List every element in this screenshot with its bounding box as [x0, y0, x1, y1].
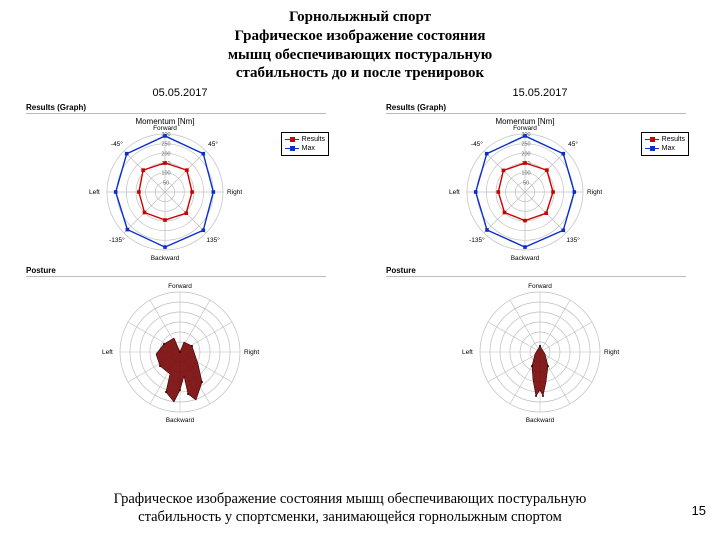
svg-text:Backward: Backward [526, 417, 555, 424]
svg-text:Backward: Backward [511, 255, 540, 262]
title-line-3: мышц обеспечивающих постуральную [0, 46, 720, 65]
svg-text:Forward: Forward [168, 283, 192, 290]
svg-text:Forward: Forward [513, 125, 537, 132]
svg-text:Right: Right [227, 189, 242, 196]
svg-text:45°: 45° [208, 140, 218, 148]
svg-text:45°: 45° [568, 140, 578, 148]
svg-text:Left: Left [89, 189, 100, 196]
svg-text:-135°: -135° [469, 236, 485, 244]
columns: 05.05.2017 Results (Graph) Momentum [Nm]… [0, 87, 720, 427]
svg-text:Left: Left [449, 189, 460, 196]
caption: Графическое изображение состояния мышц о… [40, 490, 660, 526]
svg-text:-45°: -45° [111, 140, 123, 148]
svg-text:Left: Left [102, 349, 113, 356]
results-label-right: Results (Graph) [386, 103, 686, 114]
posture-label-left: Posture [26, 266, 326, 277]
svg-text:250: 250 [161, 142, 170, 148]
col-right: 15.05.2017 Results (Graph) Momentum [Nm]… [370, 87, 710, 427]
legend-left: Results Max [281, 132, 329, 156]
title-line-1: Горнолыжный спорт [0, 8, 720, 27]
svg-text:Forward: Forward [153, 125, 177, 132]
svg-text:100: 100 [521, 171, 530, 177]
results-label-left: Results (Graph) [26, 103, 326, 114]
date-left: 05.05.2017 [152, 87, 207, 99]
radar-left-wrap: Momentum [Nm]50100150200250300ForwardBac… [25, 114, 335, 264]
title-block: Горнолыжный спорт Графическое изображени… [0, 0, 720, 83]
svg-text:135°: 135° [206, 236, 220, 244]
legend-max-label: Max [302, 144, 315, 153]
posture-label-right: Posture [386, 266, 686, 277]
svg-text:Right: Right [587, 189, 602, 196]
svg-text:Right: Right [604, 349, 619, 356]
page-number: 15 [692, 503, 706, 518]
svg-text:250: 250 [521, 142, 530, 148]
svg-text:Right: Right [244, 349, 259, 356]
radar-right-wrap: Momentum [Nm]50100150200250300ForwardBac… [385, 114, 695, 264]
svg-text:Left: Left [462, 349, 473, 356]
caption-line-1: Графическое изображение состояния мышц о… [114, 491, 587, 507]
title-line-4: стабильность до и после тренировок [0, 64, 720, 83]
caption-line-2: стабильность у спортсменки, занимающейся… [138, 509, 562, 525]
posture-chart-right: Forward Backward Left Right [385, 277, 695, 427]
legend-right: Results Max [641, 132, 689, 156]
col-left: 05.05.2017 Results (Graph) Momentum [Nm]… [10, 87, 350, 427]
date-right: 15.05.2017 [512, 87, 567, 99]
svg-text:100: 100 [161, 171, 170, 177]
legend-results-label: Results [302, 135, 325, 144]
svg-text:Backward: Backward [166, 417, 195, 424]
svg-text:200: 200 [161, 151, 170, 157]
svg-text:50: 50 [523, 180, 529, 186]
svg-text:50: 50 [163, 180, 169, 186]
svg-text:-45°: -45° [471, 140, 483, 148]
svg-text:Backward: Backward [151, 255, 180, 262]
svg-text:135°: 135° [566, 236, 580, 244]
svg-text:200: 200 [521, 151, 530, 157]
posture-chart-left: Forward Backward Left Right [25, 277, 335, 427]
svg-text:-135°: -135° [109, 236, 125, 244]
title-line-2: Графическое изображение состояния [0, 27, 720, 46]
svg-text:Forward: Forward [528, 283, 552, 290]
